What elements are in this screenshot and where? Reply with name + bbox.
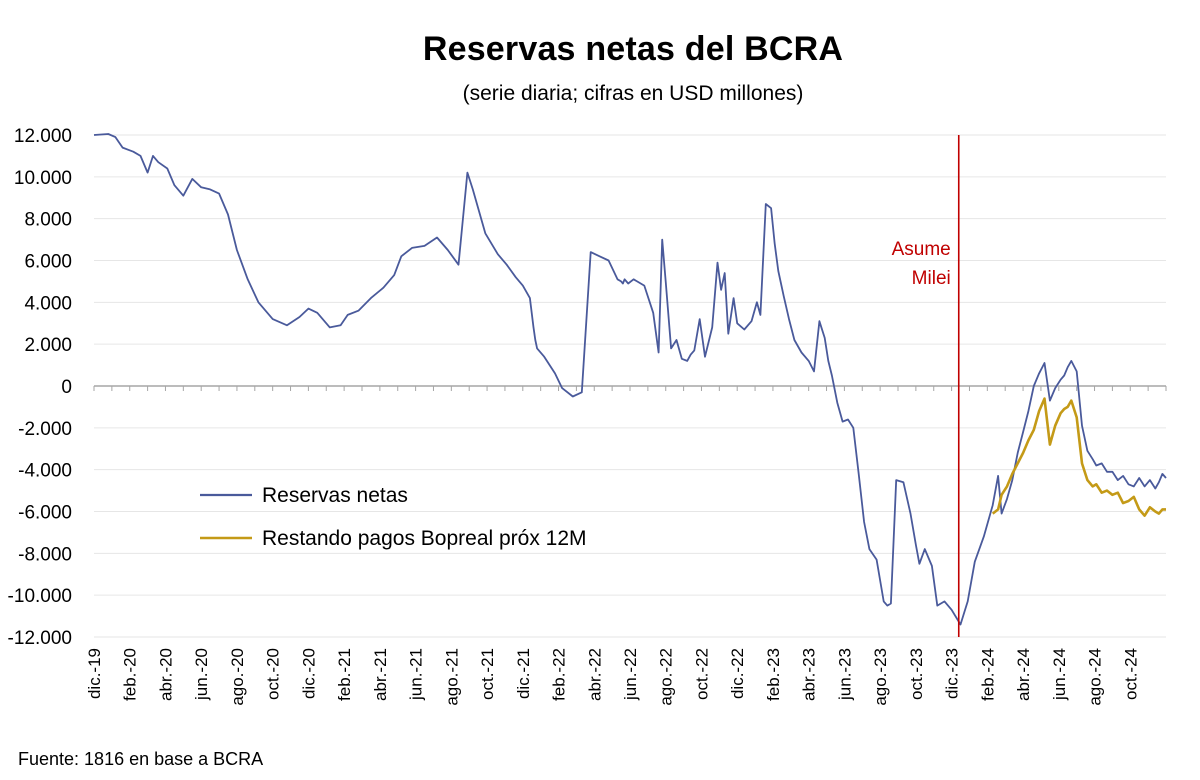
x-tick-label: dic.-23 bbox=[943, 648, 962, 699]
milei-annotation: Asume Milei bbox=[892, 135, 960, 637]
y-tick-label: 6.000 bbox=[24, 252, 72, 273]
x-tick-label: oct.-23 bbox=[907, 648, 926, 700]
y-tick-label: 12.000 bbox=[14, 126, 72, 147]
legend-label-bopreal: Restando pagos Bopreal próx 12M bbox=[262, 527, 587, 550]
x-tick-label: dic.-21 bbox=[514, 648, 533, 699]
x-tick-label: jun.-22 bbox=[621, 648, 640, 701]
x-tick-label: jun.-23 bbox=[835, 648, 854, 701]
x-tick-label: ago.-20 bbox=[228, 648, 247, 706]
x-tick-label: ago.-24 bbox=[1086, 648, 1105, 706]
x-tick-label: feb.-22 bbox=[550, 648, 569, 701]
x-tick-label: jun.-21 bbox=[407, 648, 426, 701]
x-tick-label: oct.-22 bbox=[692, 648, 711, 700]
x-tick-label: ago.-23 bbox=[871, 648, 890, 706]
y-tick-label: -6.000 bbox=[18, 503, 72, 524]
y-tick-label: 10.000 bbox=[14, 168, 72, 189]
y-axis-ticks: 12.000 10.000 8.000 6.000 4.000 2.000 0 -2.000 -… bbox=[8, 126, 72, 649]
x-tick-label: oct.-20 bbox=[264, 648, 283, 700]
x-tick-label: dic.-20 bbox=[299, 648, 318, 699]
x-tick-label: oct.-21 bbox=[478, 648, 497, 700]
source-note: Fuente: 1816 en base a BCRA bbox=[18, 749, 264, 769]
x-tick-label: feb.-24 bbox=[978, 648, 997, 701]
x-tick-label: feb.-23 bbox=[764, 648, 783, 701]
y-tick-label: -2.000 bbox=[18, 419, 72, 440]
x-axis-ticks: dic.-19 feb.-20 abr.-20 jun.-20 ago.-20 oct.-… bbox=[85, 386, 1167, 706]
annotation-label-line2: Milei bbox=[912, 268, 951, 289]
annotation-label-line1: Asume bbox=[892, 239, 951, 260]
chart-title: Reservas netas del BCRA bbox=[422, 30, 844, 68]
legend: Reservas netas Restando pagos Bopreal pr… bbox=[200, 484, 587, 550]
series-lines bbox=[93, 133, 1167, 626]
y-tick-label: 8.000 bbox=[24, 210, 72, 231]
x-tick-label: ago.-21 bbox=[442, 648, 461, 706]
series-line-reservas-netas bbox=[93, 133, 1167, 626]
x-tick-label: jun.-20 bbox=[192, 648, 211, 701]
x-tick-label: ago.-22 bbox=[657, 648, 676, 706]
y-tick-label: -10.000 bbox=[8, 586, 72, 607]
y-tick-label: 0 bbox=[61, 377, 72, 398]
x-tick-label: jun.-24 bbox=[1050, 648, 1069, 701]
x-tick-label: dic.-22 bbox=[728, 648, 747, 699]
x-tick-label: abr.-24 bbox=[1014, 648, 1033, 701]
series-line-bopreal bbox=[991, 397, 1166, 518]
x-tick-label: abr.-22 bbox=[585, 648, 604, 701]
x-tick-label: dic.-19 bbox=[85, 648, 104, 699]
y-tick-label: -8.000 bbox=[18, 544, 72, 565]
y-tick-label: -4.000 bbox=[18, 461, 72, 482]
chart-subtitle: (serie diaria; cifras en USD millones) bbox=[462, 82, 804, 105]
x-tick-label: feb.-21 bbox=[335, 648, 354, 701]
y-tick-label: 4.000 bbox=[24, 293, 72, 314]
x-tick-label: abr.-23 bbox=[800, 648, 819, 701]
x-tick-label: feb.-20 bbox=[121, 648, 140, 701]
y-tick-label: -12.000 bbox=[8, 628, 72, 649]
x-tick-label: abr.-20 bbox=[156, 648, 175, 701]
legend-label-reservas: Reservas netas bbox=[262, 484, 408, 507]
y-tick-label: 2.000 bbox=[24, 335, 72, 356]
x-tick-label: abr.-21 bbox=[371, 648, 390, 701]
x-tick-label: oct.-24 bbox=[1121, 648, 1140, 700]
